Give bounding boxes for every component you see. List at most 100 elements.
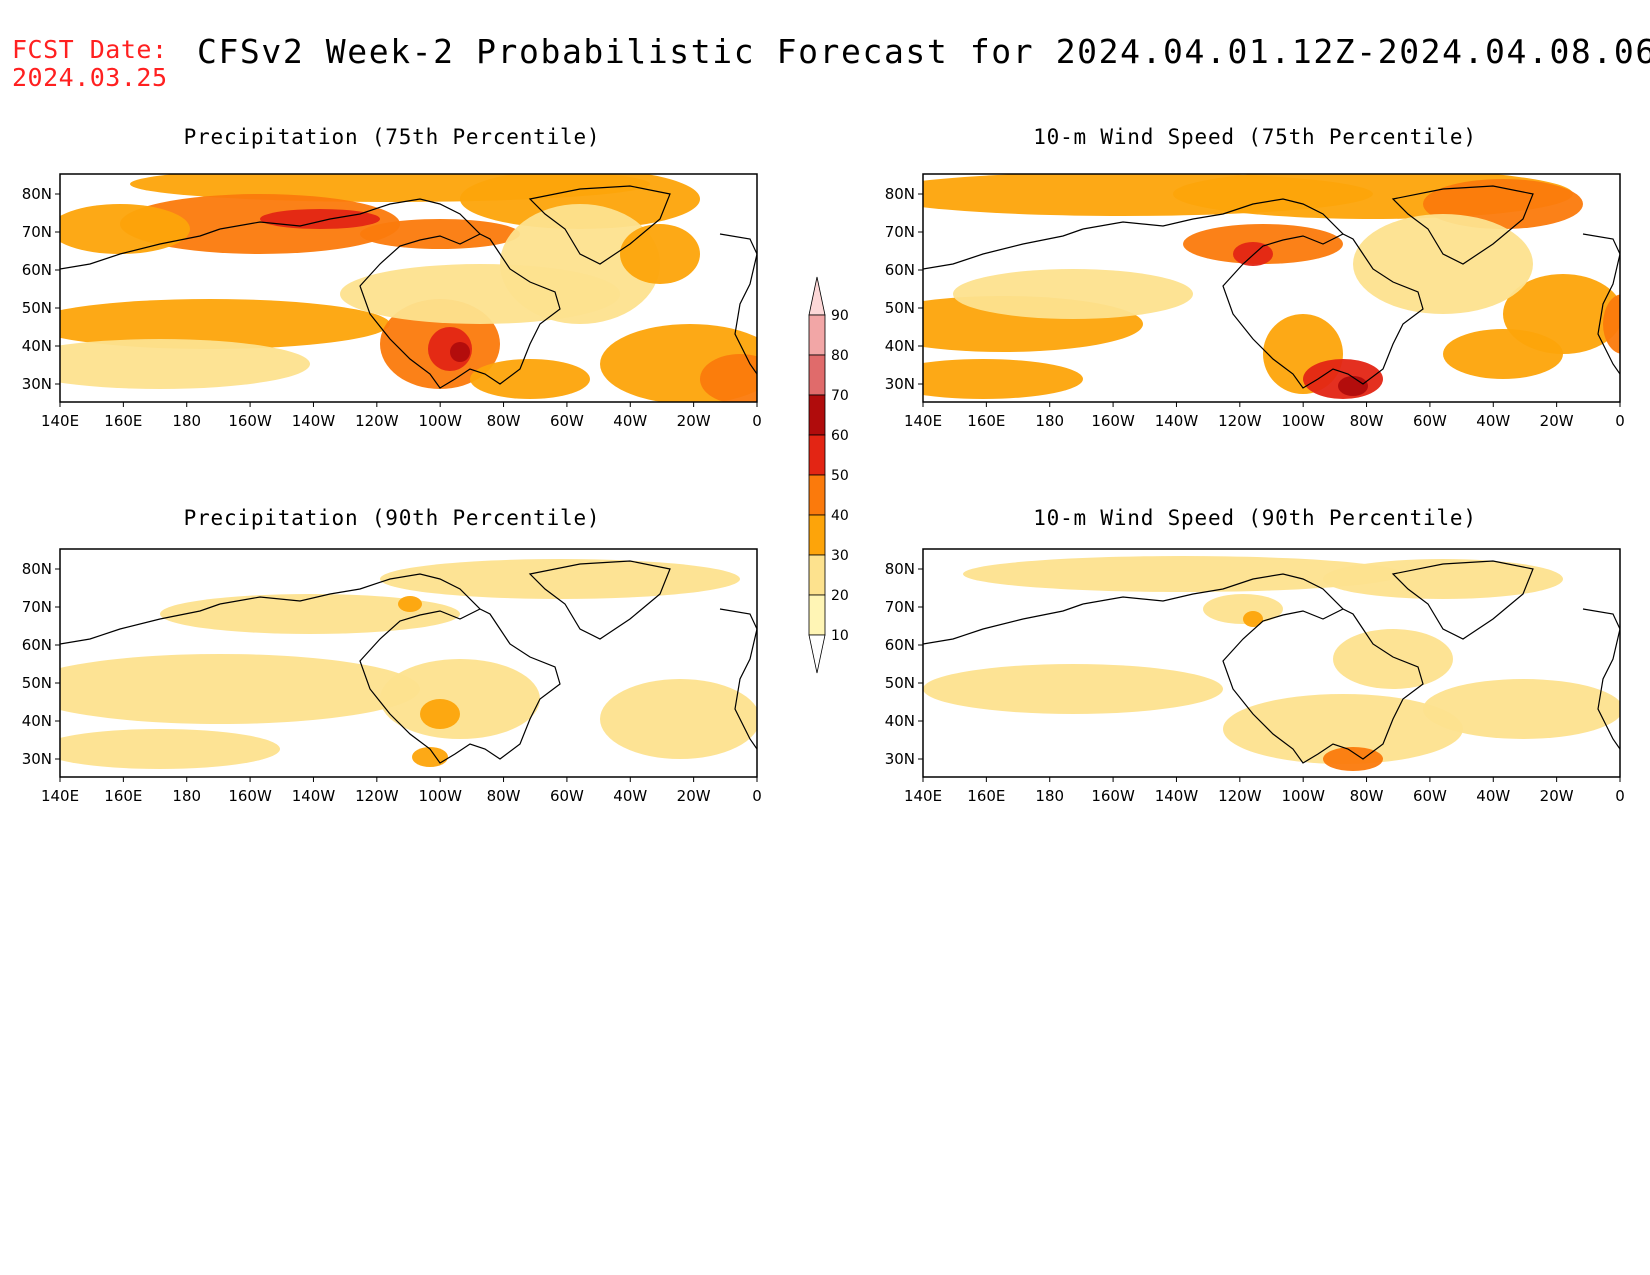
map-panel-wind-75: 80N 70N 60N 50N 40N 30N 140E 160E 180 160W 140W 120… xyxy=(885,173,1625,430)
lat-label: 30N xyxy=(22,750,52,768)
lon-label: 180 xyxy=(172,412,201,430)
map-plot-area: 80N 70N 60N 50N 40N 30N 140E 160E 180 160W 140W 120… xyxy=(22,173,762,430)
probability-shading xyxy=(160,594,460,634)
probability-shading xyxy=(1233,242,1273,266)
probability-shading xyxy=(1338,376,1368,396)
lon-label: 140W xyxy=(292,787,336,805)
lon-label: 140E xyxy=(41,787,79,805)
colorbar-label: 40 xyxy=(831,508,849,524)
colorbar-segment xyxy=(808,434,826,476)
lon-label: 140W xyxy=(292,412,336,430)
lon-label: 60W xyxy=(1413,787,1447,805)
lon-label: 20W xyxy=(677,412,711,430)
page-title: CFSv2 Week-2 Probabilistic Forecast for … xyxy=(197,32,1650,71)
forecast-date-value: 2024.03.25 xyxy=(12,63,168,92)
probability-shading xyxy=(1323,747,1383,771)
panel-title-precip-75: Precipitation (75th Percentile) xyxy=(183,125,601,149)
lat-label: 60N xyxy=(22,636,52,654)
colorbar-segment xyxy=(808,314,826,356)
lon-label: 0 xyxy=(752,787,762,805)
probability-shading xyxy=(700,354,757,402)
coastline xyxy=(528,560,671,640)
lon-label: 140W xyxy=(1155,412,1199,430)
lat-label: 70N xyxy=(885,223,915,241)
probability-shading xyxy=(420,699,460,729)
colorbar-label: 10 xyxy=(831,628,849,644)
lat-label: 40N xyxy=(22,337,52,355)
lon-label: 0 xyxy=(752,412,762,430)
colorbar-bottom-arrow xyxy=(808,634,826,674)
lon-label: 20W xyxy=(1540,787,1574,805)
probability-shading xyxy=(963,556,1403,592)
lon-label: 160W xyxy=(1091,412,1135,430)
lat-label: 30N xyxy=(885,375,915,393)
lat-label: 40N xyxy=(22,712,52,730)
coastline xyxy=(528,185,671,265)
coastline xyxy=(719,608,757,750)
lat-label: 50N xyxy=(22,299,52,317)
probability-shading xyxy=(923,664,1223,714)
lon-label: 80W xyxy=(1350,412,1384,430)
lat-label: 60N xyxy=(885,636,915,654)
colorbar-segment xyxy=(808,474,826,516)
coastline xyxy=(1391,185,1534,265)
forecast-date-label: FCST Date: xyxy=(12,35,168,64)
probability-shading xyxy=(260,209,380,229)
coastline xyxy=(923,228,1084,270)
lat-label: 40N xyxy=(885,337,915,355)
lon-label: 180 xyxy=(1035,412,1064,430)
lon-label: 180 xyxy=(172,787,201,805)
lon-label: 0 xyxy=(1615,412,1625,430)
panel-title-wind-75: 10-m Wind Speed (75th Percentile) xyxy=(1033,125,1477,149)
map-plot-area: 80N 70N 60N 50N 40N 30N 140E 160E 180 160W 140W 120… xyxy=(885,173,1625,430)
colorbar-label: 60 xyxy=(831,428,849,444)
lon-label: 60W xyxy=(550,787,584,805)
colorbar: 90 80 70 60 50 40 30 20 10 xyxy=(808,276,849,674)
probability-shading xyxy=(360,219,520,249)
coastline xyxy=(60,228,221,270)
colorbar-label: 80 xyxy=(831,348,849,364)
lat-label: 70N xyxy=(885,598,915,616)
coastline xyxy=(1082,573,1424,764)
shaded-field xyxy=(923,549,1620,777)
lat-label: 80N xyxy=(22,185,52,203)
colorbar-label: 50 xyxy=(831,468,849,484)
probability-shading xyxy=(620,224,700,284)
lat-label: 30N xyxy=(22,375,52,393)
probability-shading xyxy=(1243,611,1263,627)
map-frame xyxy=(922,548,1621,778)
lat-label: 30N xyxy=(885,750,915,768)
lat-label: 80N xyxy=(885,560,915,578)
lon-label: 160E xyxy=(104,787,142,805)
map-plot-area: 80N 70N 60N 50N 40N 30N 140E 160E 180 160W 140W 120… xyxy=(22,548,762,805)
shaded-field xyxy=(60,174,757,402)
panel-title-wind-90: 10-m Wind Speed (90th Percentile) xyxy=(1033,506,1477,530)
colorbar-label: 90 xyxy=(831,308,849,324)
colorbar-label: 30 xyxy=(831,548,849,564)
lon-label: 120W xyxy=(1218,412,1262,430)
panel-title-precip-90: Precipitation (90th Percentile) xyxy=(183,506,601,530)
lon-label: 120W xyxy=(355,412,399,430)
probability-shading xyxy=(60,204,190,254)
shaded-field xyxy=(923,174,1620,402)
probability-shading xyxy=(60,729,280,769)
lat-label: 50N xyxy=(885,299,915,317)
lat-label: 80N xyxy=(885,185,915,203)
lat-label: 60N xyxy=(22,261,52,279)
map-frame xyxy=(922,173,1621,403)
probability-shading xyxy=(120,194,400,254)
lon-label: 140E xyxy=(41,412,79,430)
colorbar-segment xyxy=(808,394,826,436)
lat-label: 40N xyxy=(885,712,915,730)
probability-shading xyxy=(1223,694,1463,764)
lon-label: 20W xyxy=(677,787,711,805)
probability-shading xyxy=(340,264,620,324)
lon-label: 100W xyxy=(1281,412,1325,430)
lon-label: 80W xyxy=(487,412,521,430)
coastline xyxy=(60,603,221,645)
colorbar-segment xyxy=(808,594,826,636)
probability-shading xyxy=(1423,679,1620,739)
coastline xyxy=(1082,198,1424,389)
probability-shading xyxy=(470,359,590,399)
lon-label: 40W xyxy=(613,787,647,805)
